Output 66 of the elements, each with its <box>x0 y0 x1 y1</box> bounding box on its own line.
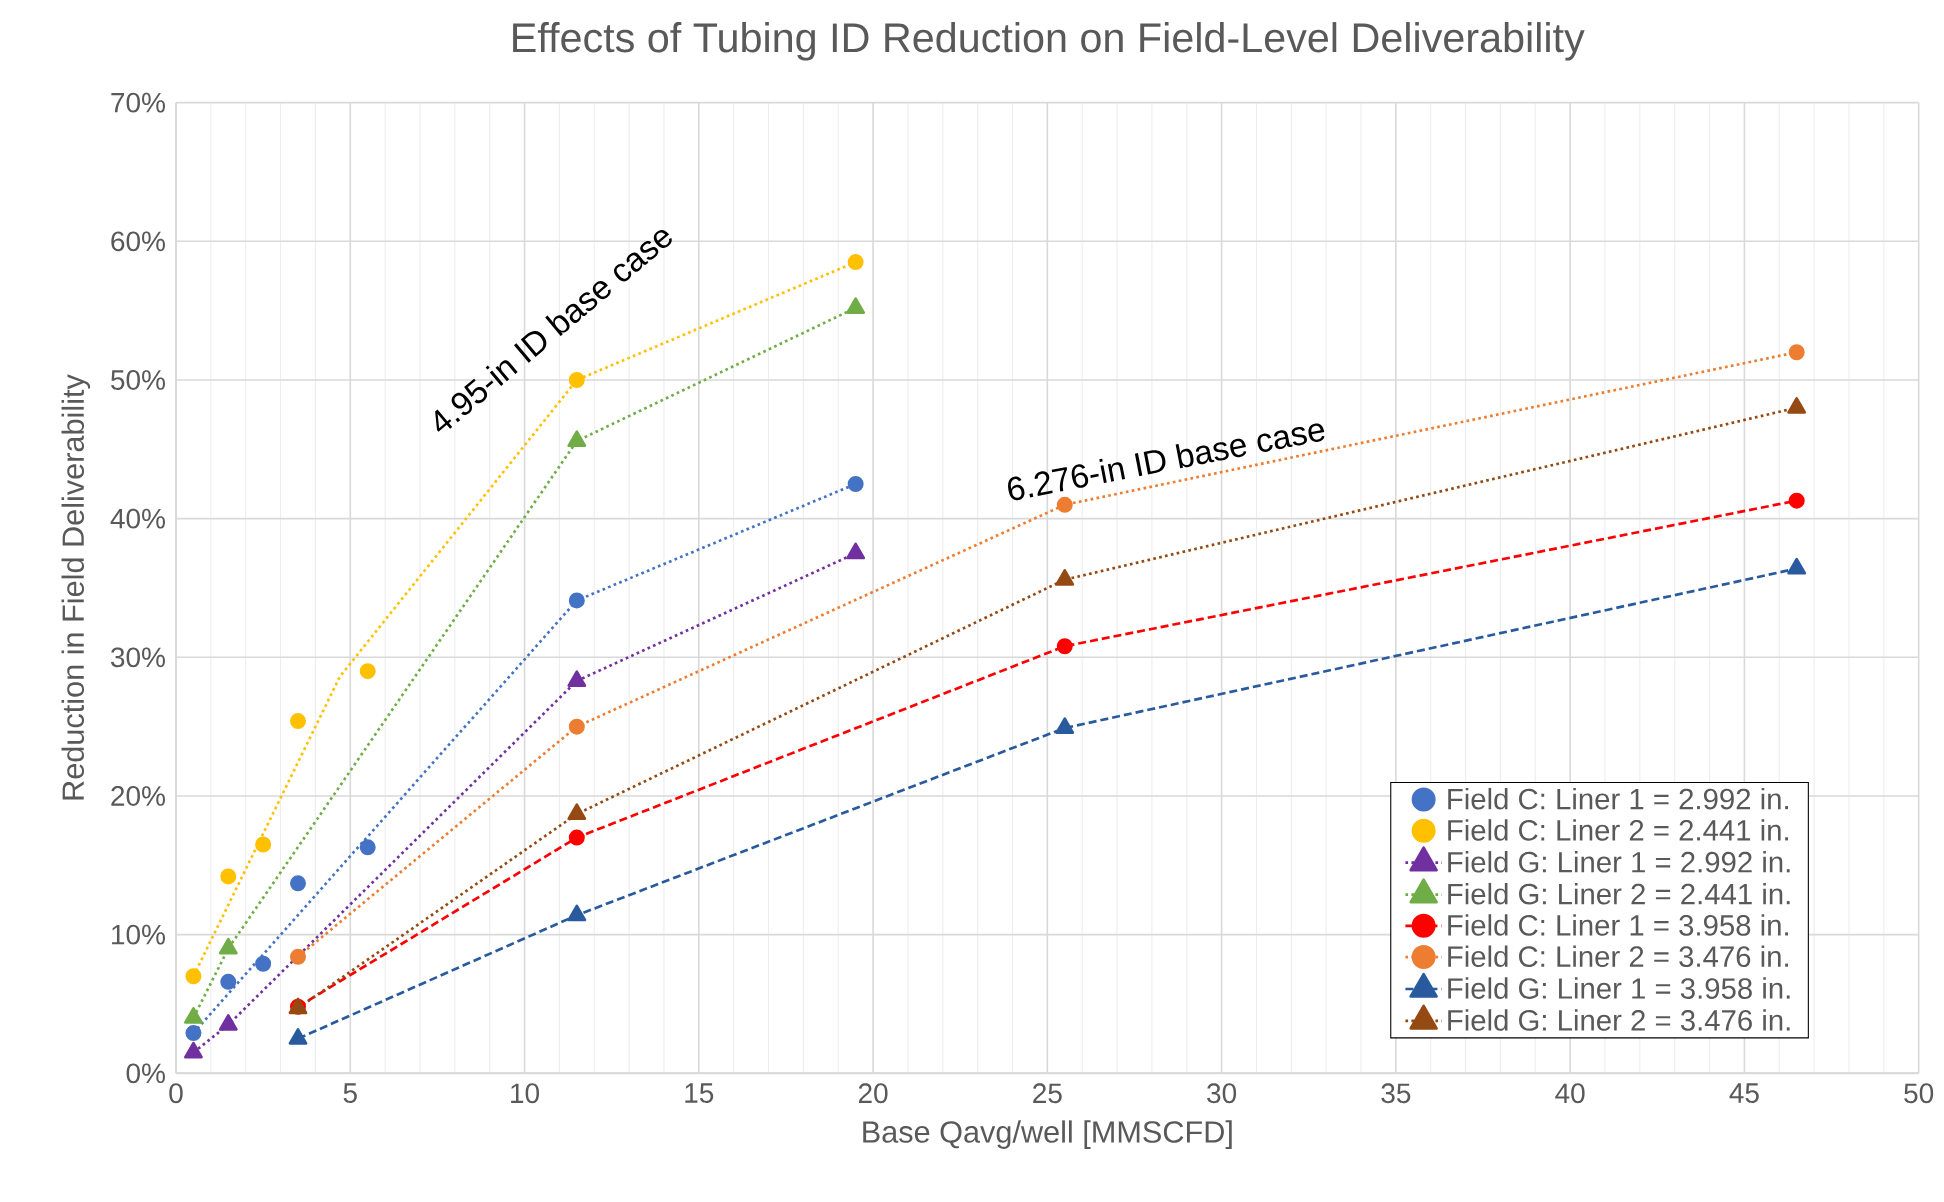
point <box>1788 344 1805 361</box>
legend-label: Field C: Liner 2 = 3.476 in. <box>1448 945 1788 968</box>
point <box>220 868 237 885</box>
point <box>220 973 237 990</box>
point <box>289 875 306 892</box>
point <box>218 937 238 955</box>
point <box>846 297 866 314</box>
point <box>185 968 202 985</box>
y-axis-title: Reduction in Field Deliverability <box>61 374 91 800</box>
y-tick-label: 40% <box>110 508 165 529</box>
point <box>255 955 272 972</box>
point <box>184 1007 203 1024</box>
point <box>568 592 585 609</box>
legend-label: Field G: Liner 2 = 2.441 in. <box>1448 882 1790 905</box>
y-tick-label: 10% <box>112 924 165 945</box>
legend-label: Field G: Liner 2 = 3.476 in. <box>1448 1009 1790 1031</box>
x-tick-label: 40 <box>1555 1083 1585 1104</box>
point <box>568 829 585 846</box>
point <box>185 1025 202 1042</box>
legend-label: Field C: Liner 1 = 3.958 in. <box>1448 914 1788 936</box>
x-tick-label: 20 <box>858 1083 888 1104</box>
point <box>184 1041 203 1059</box>
x-tick-label: 35 <box>1381 1083 1411 1104</box>
point <box>1055 568 1075 586</box>
legend-label: Field C: Liner 1 = 2.992 in. <box>1448 787 1788 810</box>
x-tick-label: 30 <box>1207 1083 1237 1104</box>
x-tick-label: 25 <box>1033 1083 1062 1104</box>
point <box>288 1027 308 1045</box>
point <box>1056 638 1073 655</box>
x-tick-label: 50 <box>1904 1083 1934 1104</box>
point <box>1787 397 1807 414</box>
annotation: 6.276-in ID base case <box>1008 423 1325 501</box>
point <box>359 839 376 856</box>
y-tick-label: 60% <box>111 231 165 252</box>
point <box>1788 492 1805 509</box>
point <box>847 254 864 271</box>
point <box>568 371 585 388</box>
y-tick-label: 0% <box>126 1063 165 1084</box>
point <box>359 663 376 680</box>
x-axis-title: Base Qavg/well [MMSCFD] <box>863 1120 1232 1149</box>
point <box>1055 717 1075 735</box>
x-tick-label: 0 <box>169 1083 183 1104</box>
chart-title: Effects of Tubing ID Reduction on Field-Level Deliverability <box>513 22 1585 61</box>
point <box>289 948 306 965</box>
point <box>567 670 587 687</box>
y-tick-label: 30% <box>110 647 165 668</box>
legend-label: Field G: Liner 1 = 2.992 in. <box>1448 851 1790 873</box>
point <box>568 718 585 735</box>
point <box>567 430 587 448</box>
x-tick-label: 10 <box>511 1083 540 1104</box>
point <box>255 836 272 853</box>
point <box>847 475 864 492</box>
legend-label: Field G: Liner 1 = 3.958 in. <box>1448 977 1790 999</box>
x-tick-label: 45 <box>1729 1083 1759 1103</box>
point <box>218 1014 238 1031</box>
point <box>289 713 306 730</box>
x-tick-label: 15 <box>685 1083 714 1103</box>
y-tick-label: 20% <box>111 786 165 806</box>
y-tick-label: 50% <box>111 370 165 390</box>
y-tick-label: 70% <box>111 92 165 113</box>
x-tick-label: 5 <box>343 1083 357 1103</box>
point <box>1787 557 1807 575</box>
point <box>567 803 587 821</box>
point <box>846 542 866 560</box>
legend-label: Field C: Liner 2 = 2.441 in. <box>1448 819 1788 841</box>
point <box>567 904 587 922</box>
